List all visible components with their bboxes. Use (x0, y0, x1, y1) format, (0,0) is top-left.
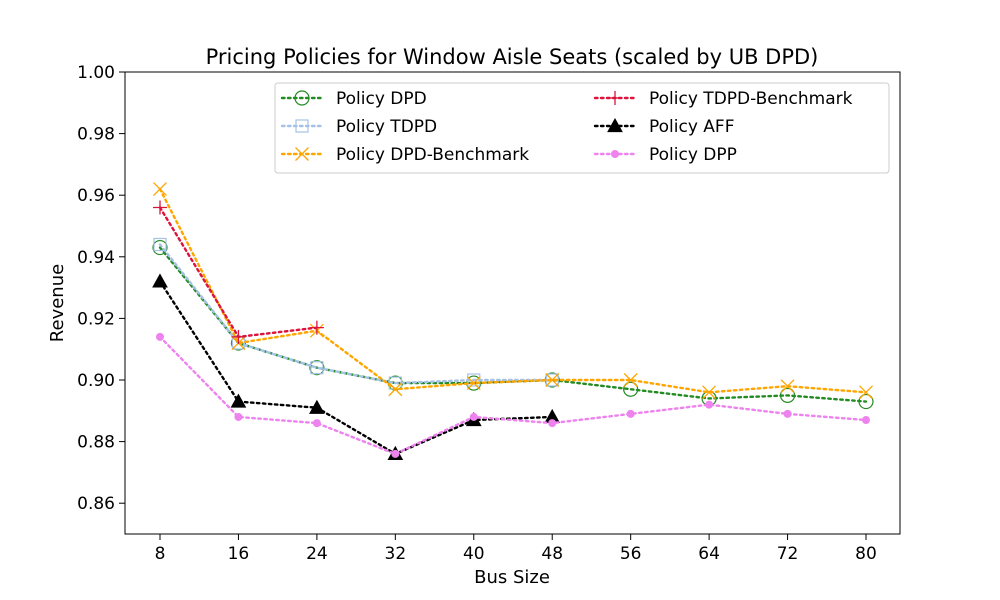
data-point-policy-aff (230, 393, 247, 408)
data-point-policy-dpp (626, 409, 635, 418)
data-point-policy-tdpd (153, 237, 167, 252)
x-tick-label: 8 (155, 544, 166, 564)
data-point-policy-tdpd-benchmark (153, 200, 167, 215)
x-tick-label: 32 (385, 544, 407, 564)
data-point-policy-aff (309, 399, 325, 414)
data-point-policy-dpp (862, 416, 870, 425)
y-axis-label: Revenue (47, 264, 68, 342)
series-line-policy-tdpd (158, 243, 554, 385)
plot-area (152, 182, 874, 461)
data-point-policy-dpd (858, 393, 874, 410)
legend-marker-policy-tdpd-benchmark (608, 91, 622, 105)
y-axis: 0.86 0.88 0.90 0.92 0.94 0.96 0.98 1.00 (77, 63, 125, 514)
data-point-policy-dpd-benchmark (545, 373, 560, 387)
y-tick-label: 0.88 (77, 433, 115, 453)
legend-label-policy-dpd: Policy DPD (336, 89, 427, 109)
data-point-policy-tdpd-benchmark (231, 329, 246, 344)
x-axis: 8 16 24 32 40 48 56 64 72 80 (155, 534, 877, 564)
data-point-policy-dpp (312, 419, 321, 428)
data-point-policy-dpd-benchmark (623, 373, 638, 387)
legend-label-policy-tdpd-benchmark: Policy TDPD-Benchmark (649, 89, 853, 109)
x-tick-label: 56 (620, 544, 642, 564)
data-point-policy-dpp (548, 419, 557, 428)
data-point-policy-tdpd-benchmark (309, 320, 324, 335)
series-line-policy-dpd (158, 246, 868, 403)
x-tick-label: 64 (698, 544, 720, 564)
legend-label-policy-dpd-benchmark: Policy DPD-Benchmark (336, 145, 529, 165)
data-point-policy-dpd-benchmark (466, 376, 481, 391)
data-point-policy-dpp (783, 409, 792, 418)
data-point-policy-tdpd (467, 373, 481, 387)
x-tick-label: 72 (777, 544, 799, 564)
legend-marker-policy-tdpd (295, 119, 309, 133)
y-tick-label: 0.92 (77, 309, 115, 329)
data-point-policy-dpd-benchmark (153, 182, 167, 196)
x-tick-label: 40 (463, 544, 485, 564)
data-point-policy-dpd (309, 360, 325, 376)
series-line-policy-dpp (158, 335, 868, 456)
data-point-policy-tdpd (310, 361, 324, 375)
y-tick-label: 1.00 (77, 63, 115, 83)
legend-label-policy-dpp: Policy DPP (649, 145, 737, 165)
legend-frame (274, 82, 890, 174)
data-point-policy-aff (152, 273, 168, 288)
legend-label-policy-aff: Policy AFF (649, 117, 735, 137)
data-point-policy-dpd-benchmark (388, 382, 403, 397)
y-tick-label: 0.86 (77, 494, 115, 514)
data-point-policy-dpd-benchmark (780, 379, 795, 394)
x-tick-label: 16 (228, 544, 250, 564)
legend-marker-policy-dpd (294, 90, 310, 106)
legend: Policy DPD Policy TDPD Policy DPD-Benchmar… (274, 82, 890, 174)
x-tick-label: 24 (306, 544, 328, 564)
plot-frame (124, 71, 901, 535)
legend-label-policy-tdpd: Policy TDPD (336, 117, 437, 137)
legend-marker-policy-aff (607, 117, 623, 133)
data-point-policy-dpp (469, 412, 478, 421)
x-axis-label: Bus Size (474, 567, 550, 588)
data-point-policy-dpp (705, 400, 714, 409)
y-tick-label: 0.98 (77, 125, 115, 145)
data-point-policy-dpd (623, 381, 639, 397)
data-point-policy-dpd-benchmark (702, 385, 717, 400)
series-line-policy-aff (158, 280, 554, 456)
x-tick-label: 48 (541, 544, 563, 564)
data-point-policy-dpd (779, 387, 796, 403)
data-point-policy-dpp (391, 449, 400, 458)
y-tick-label: 0.90 (77, 371, 115, 391)
series-line-policy-dpd-benchmark (158, 187, 868, 394)
data-point-policy-dpp (234, 412, 243, 421)
data-point-policy-dpd-benchmark (859, 385, 873, 400)
legend-marker-policy-dpd-benchmark (295, 147, 309, 161)
legend-marker-policy-dpp (611, 150, 619, 158)
x-tick-label: 80 (855, 544, 877, 564)
y-tick-label: 0.94 (77, 248, 115, 268)
y-tick-label: 0.96 (77, 186, 115, 206)
chart-title: Pricing Policies for Window Aisle Seats … (206, 45, 819, 69)
data-point-policy-dpp (156, 332, 164, 341)
data-point-policy-dpd (152, 239, 168, 256)
